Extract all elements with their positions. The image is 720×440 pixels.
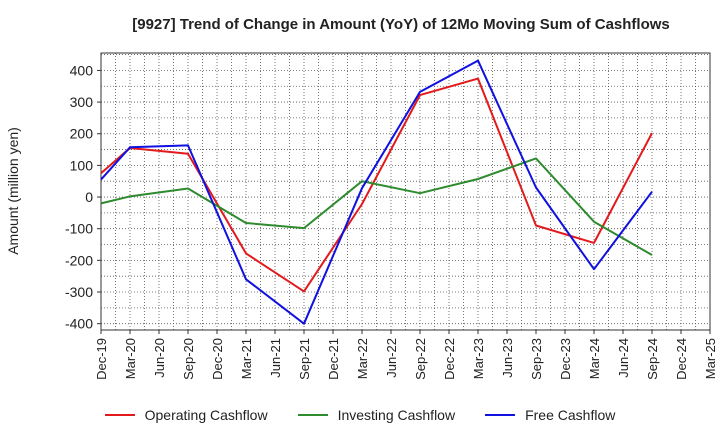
series-line-free-cashflow <box>100 59 653 325</box>
x-tick-label: Sep-20 <box>181 338 196 380</box>
y-tick-label: -200 <box>65 252 93 268</box>
x-tick-label: Mar-25 <box>703 338 718 379</box>
y-tick-label: 100 <box>70 157 94 173</box>
y-tick-label: 200 <box>70 126 94 142</box>
y-tick-labels: 400 300 200 100 0 -100 -200 -300 -400 <box>65 62 101 332</box>
legend-swatch <box>104 414 135 416</box>
y-tick-label: -400 <box>65 316 93 332</box>
x-tick-label: Dec-24 <box>674 338 689 380</box>
y-tick-label: -100 <box>65 221 93 237</box>
x-tick-label: Sep-22 <box>413 338 428 380</box>
legend-label: Free Cashflow <box>525 407 616 423</box>
legend-item: Operating Cashflow <box>104 407 268 423</box>
series-line-investing-cashflow <box>100 157 653 256</box>
chart-title: [9927] Trend of Change in Amount (YoY) o… <box>132 16 670 33</box>
x-tick-label: Mar-21 <box>239 338 254 379</box>
legend-label: Operating Cashflow <box>144 407 268 423</box>
legend-swatch <box>485 414 516 416</box>
legend-item: Free Cashflow <box>485 407 615 423</box>
x-tick-label: Mar-23 <box>471 338 486 379</box>
x-tick-label: Mar-24 <box>587 338 602 379</box>
y-axis-label: Amount (million yen) <box>5 127 21 255</box>
x-tick-label: Dec-22 <box>442 338 457 380</box>
x-tick-label: Dec-21 <box>326 338 341 380</box>
x-tick-label: Sep-21 <box>297 338 312 380</box>
series-line-operating-cashflow <box>100 77 653 293</box>
x-tick-label: Mar-20 <box>123 338 138 379</box>
x-tick-label: Jun-22 <box>384 338 399 378</box>
legend-label: Investing Cashflow <box>337 407 456 423</box>
x-tick-label: Jun-21 <box>268 338 283 378</box>
plot-frame <box>100 52 711 331</box>
legend: Operating Cashflow Investing Cashflow Free… <box>0 404 720 426</box>
y-tick-label: 400 <box>70 62 94 78</box>
x-tick-label: Jun-23 <box>500 338 515 378</box>
x-tick-label: Jun-24 <box>616 338 631 378</box>
x-tick-label: Jun-20 <box>152 338 167 378</box>
x-tick-label: Sep-23 <box>529 338 544 380</box>
axes <box>100 52 711 331</box>
y-tick-label: 300 <box>70 94 94 110</box>
y-tick-label: -300 <box>65 284 93 300</box>
legend-swatch <box>297 414 328 416</box>
x-tick-label: Dec-20 <box>210 338 225 380</box>
x-tick-label: Dec-23 <box>558 338 573 380</box>
x-tick-labels: Dec-19 Mar-20 Jun-20 Sep-20 Dec-20 Mar-21 Jun-… <box>94 330 718 380</box>
x-tick-label: Mar-22 <box>355 338 370 379</box>
legend-item: Investing Cashflow <box>297 407 456 423</box>
series-lines <box>100 59 653 325</box>
x-tick-label: Sep-24 <box>645 338 660 380</box>
y-tick-label: 0 <box>85 189 93 205</box>
x-tick-label: Dec-19 <box>94 338 109 380</box>
